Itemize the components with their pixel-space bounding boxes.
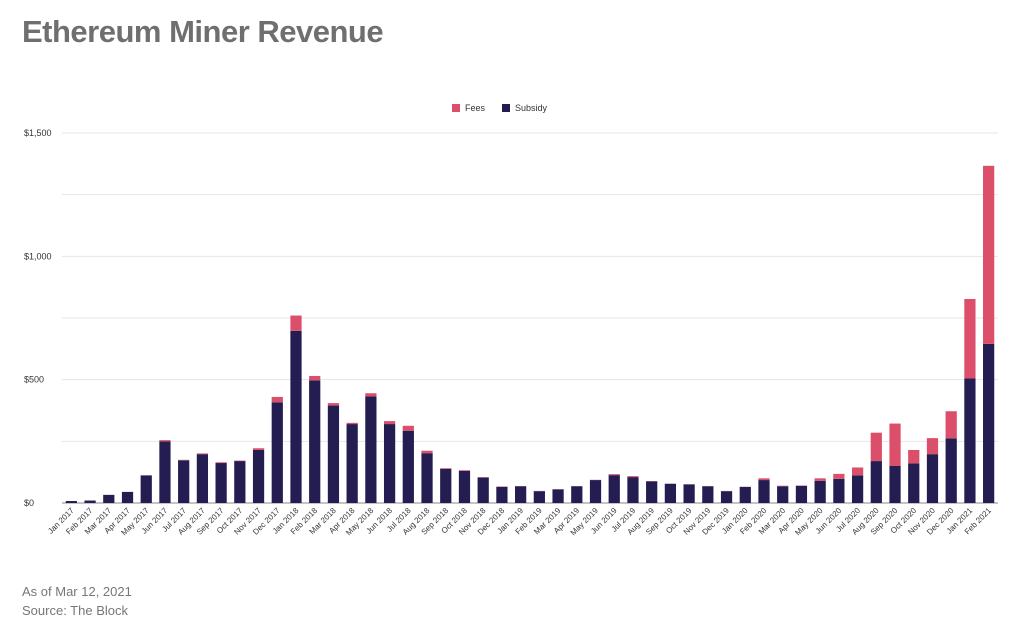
bar-subsidy bbox=[833, 478, 845, 503]
bar-subsidy bbox=[851, 475, 864, 503]
bar-subsidy bbox=[720, 491, 733, 503]
bar-fees bbox=[983, 165, 995, 344]
bar-subsidy bbox=[159, 441, 171, 503]
bar-subsidy bbox=[795, 485, 808, 503]
bar-subsidy bbox=[65, 501, 77, 503]
bar-subsidy bbox=[814, 480, 826, 503]
chart-title: Ethereum Miner Revenue bbox=[22, 14, 384, 49]
bar-fees bbox=[421, 450, 433, 454]
bar-subsidy bbox=[402, 430, 414, 503]
bar-fees bbox=[327, 403, 340, 406]
bar-subsidy bbox=[121, 491, 134, 503]
bar-fees bbox=[851, 467, 864, 476]
bar-fees bbox=[346, 422, 358, 425]
bar-fees bbox=[926, 438, 939, 455]
bar-subsidy bbox=[908, 463, 920, 503]
bar-subsidy bbox=[496, 486, 508, 503]
y-tick-label: $500 bbox=[24, 375, 44, 385]
bar-fees bbox=[402, 425, 414, 431]
bar-subsidy bbox=[608, 475, 620, 503]
bar-subsidy bbox=[84, 500, 96, 503]
bar-subsidy bbox=[683, 484, 695, 503]
bar-subsidy bbox=[421, 453, 433, 503]
bar-subsidy bbox=[964, 378, 976, 503]
bar-fees bbox=[964, 299, 976, 379]
bar-fees bbox=[889, 423, 901, 466]
bar-subsidy bbox=[870, 461, 882, 503]
bar-fees bbox=[870, 432, 882, 462]
bar-subsidy bbox=[926, 454, 939, 503]
legend-label-fees: Fees bbox=[465, 103, 486, 113]
bar-fees bbox=[458, 470, 471, 471]
bar-fees bbox=[365, 393, 377, 397]
bar-subsidy bbox=[945, 438, 957, 503]
legend-swatch-subsidy bbox=[502, 104, 510, 112]
bar-subsidy bbox=[252, 449, 265, 503]
bar-fees bbox=[252, 448, 265, 450]
bar-subsidy bbox=[103, 494, 115, 503]
bar-subsidy bbox=[178, 460, 190, 503]
bar-fees bbox=[627, 476, 639, 478]
bar-subsidy bbox=[571, 486, 583, 503]
bar-fees bbox=[309, 375, 321, 381]
legend: Fees Subsidy bbox=[452, 103, 548, 113]
bar-subsidy bbox=[215, 463, 227, 503]
bar-subsidy bbox=[271, 402, 283, 503]
bar-subsidy bbox=[627, 477, 639, 503]
bar-fees bbox=[833, 473, 845, 479]
bar-subsidy bbox=[440, 468, 452, 503]
legend-swatch-fees bbox=[452, 104, 460, 112]
legend-label-subsidy: Subsidy bbox=[515, 103, 548, 113]
bar-subsidy bbox=[309, 380, 321, 503]
bar-fees bbox=[159, 440, 171, 442]
bar-subsidy bbox=[646, 481, 658, 503]
bar-fees bbox=[196, 453, 209, 455]
footnote-source: Source: The Block bbox=[22, 603, 128, 618]
bar-subsidy bbox=[777, 486, 789, 503]
bar-fees bbox=[215, 462, 227, 464]
bar-subsidy bbox=[889, 466, 901, 503]
bar-subsidy bbox=[234, 461, 246, 503]
bar-subsidy bbox=[477, 477, 489, 503]
bar-subsidy bbox=[515, 486, 527, 503]
bar-fees bbox=[945, 411, 957, 439]
bar-fees bbox=[271, 396, 283, 403]
bar-subsidy bbox=[983, 343, 995, 503]
y-tick-label: $1,000 bbox=[24, 251, 52, 261]
y-tick-label: $0 bbox=[24, 498, 34, 508]
bar-subsidy bbox=[702, 486, 714, 503]
bar-subsidy bbox=[290, 330, 302, 503]
bar-subsidy bbox=[589, 480, 602, 503]
bar-fees bbox=[758, 478, 770, 481]
bar-fees bbox=[814, 478, 826, 481]
bar-fees bbox=[290, 315, 302, 331]
bar-subsidy bbox=[533, 491, 545, 503]
grid-lines bbox=[62, 132, 998, 504]
bar-fees bbox=[440, 468, 452, 469]
bar-subsidy bbox=[664, 483, 677, 503]
bar-subsidy bbox=[196, 454, 209, 503]
y-axis: $0 $500 $1,000 $1,500 bbox=[24, 128, 52, 508]
bar-subsidy bbox=[383, 424, 396, 503]
bar-subsidy bbox=[552, 489, 564, 503]
footnote-date: As of Mar 12, 2021 bbox=[22, 584, 132, 599]
bar-subsidy bbox=[758, 480, 770, 503]
bar-subsidy bbox=[365, 396, 377, 503]
bar-subsidy bbox=[739, 486, 751, 503]
bar-subsidy bbox=[327, 405, 340, 503]
bars bbox=[65, 165, 995, 503]
bar-fees bbox=[908, 449, 920, 464]
bar-subsidy bbox=[458, 470, 471, 503]
bar-fees bbox=[608, 474, 620, 476]
y-tick-label: $1,500 bbox=[24, 128, 52, 138]
bar-subsidy bbox=[346, 424, 358, 503]
bar-fees bbox=[383, 421, 396, 425]
bar-subsidy bbox=[140, 475, 152, 503]
